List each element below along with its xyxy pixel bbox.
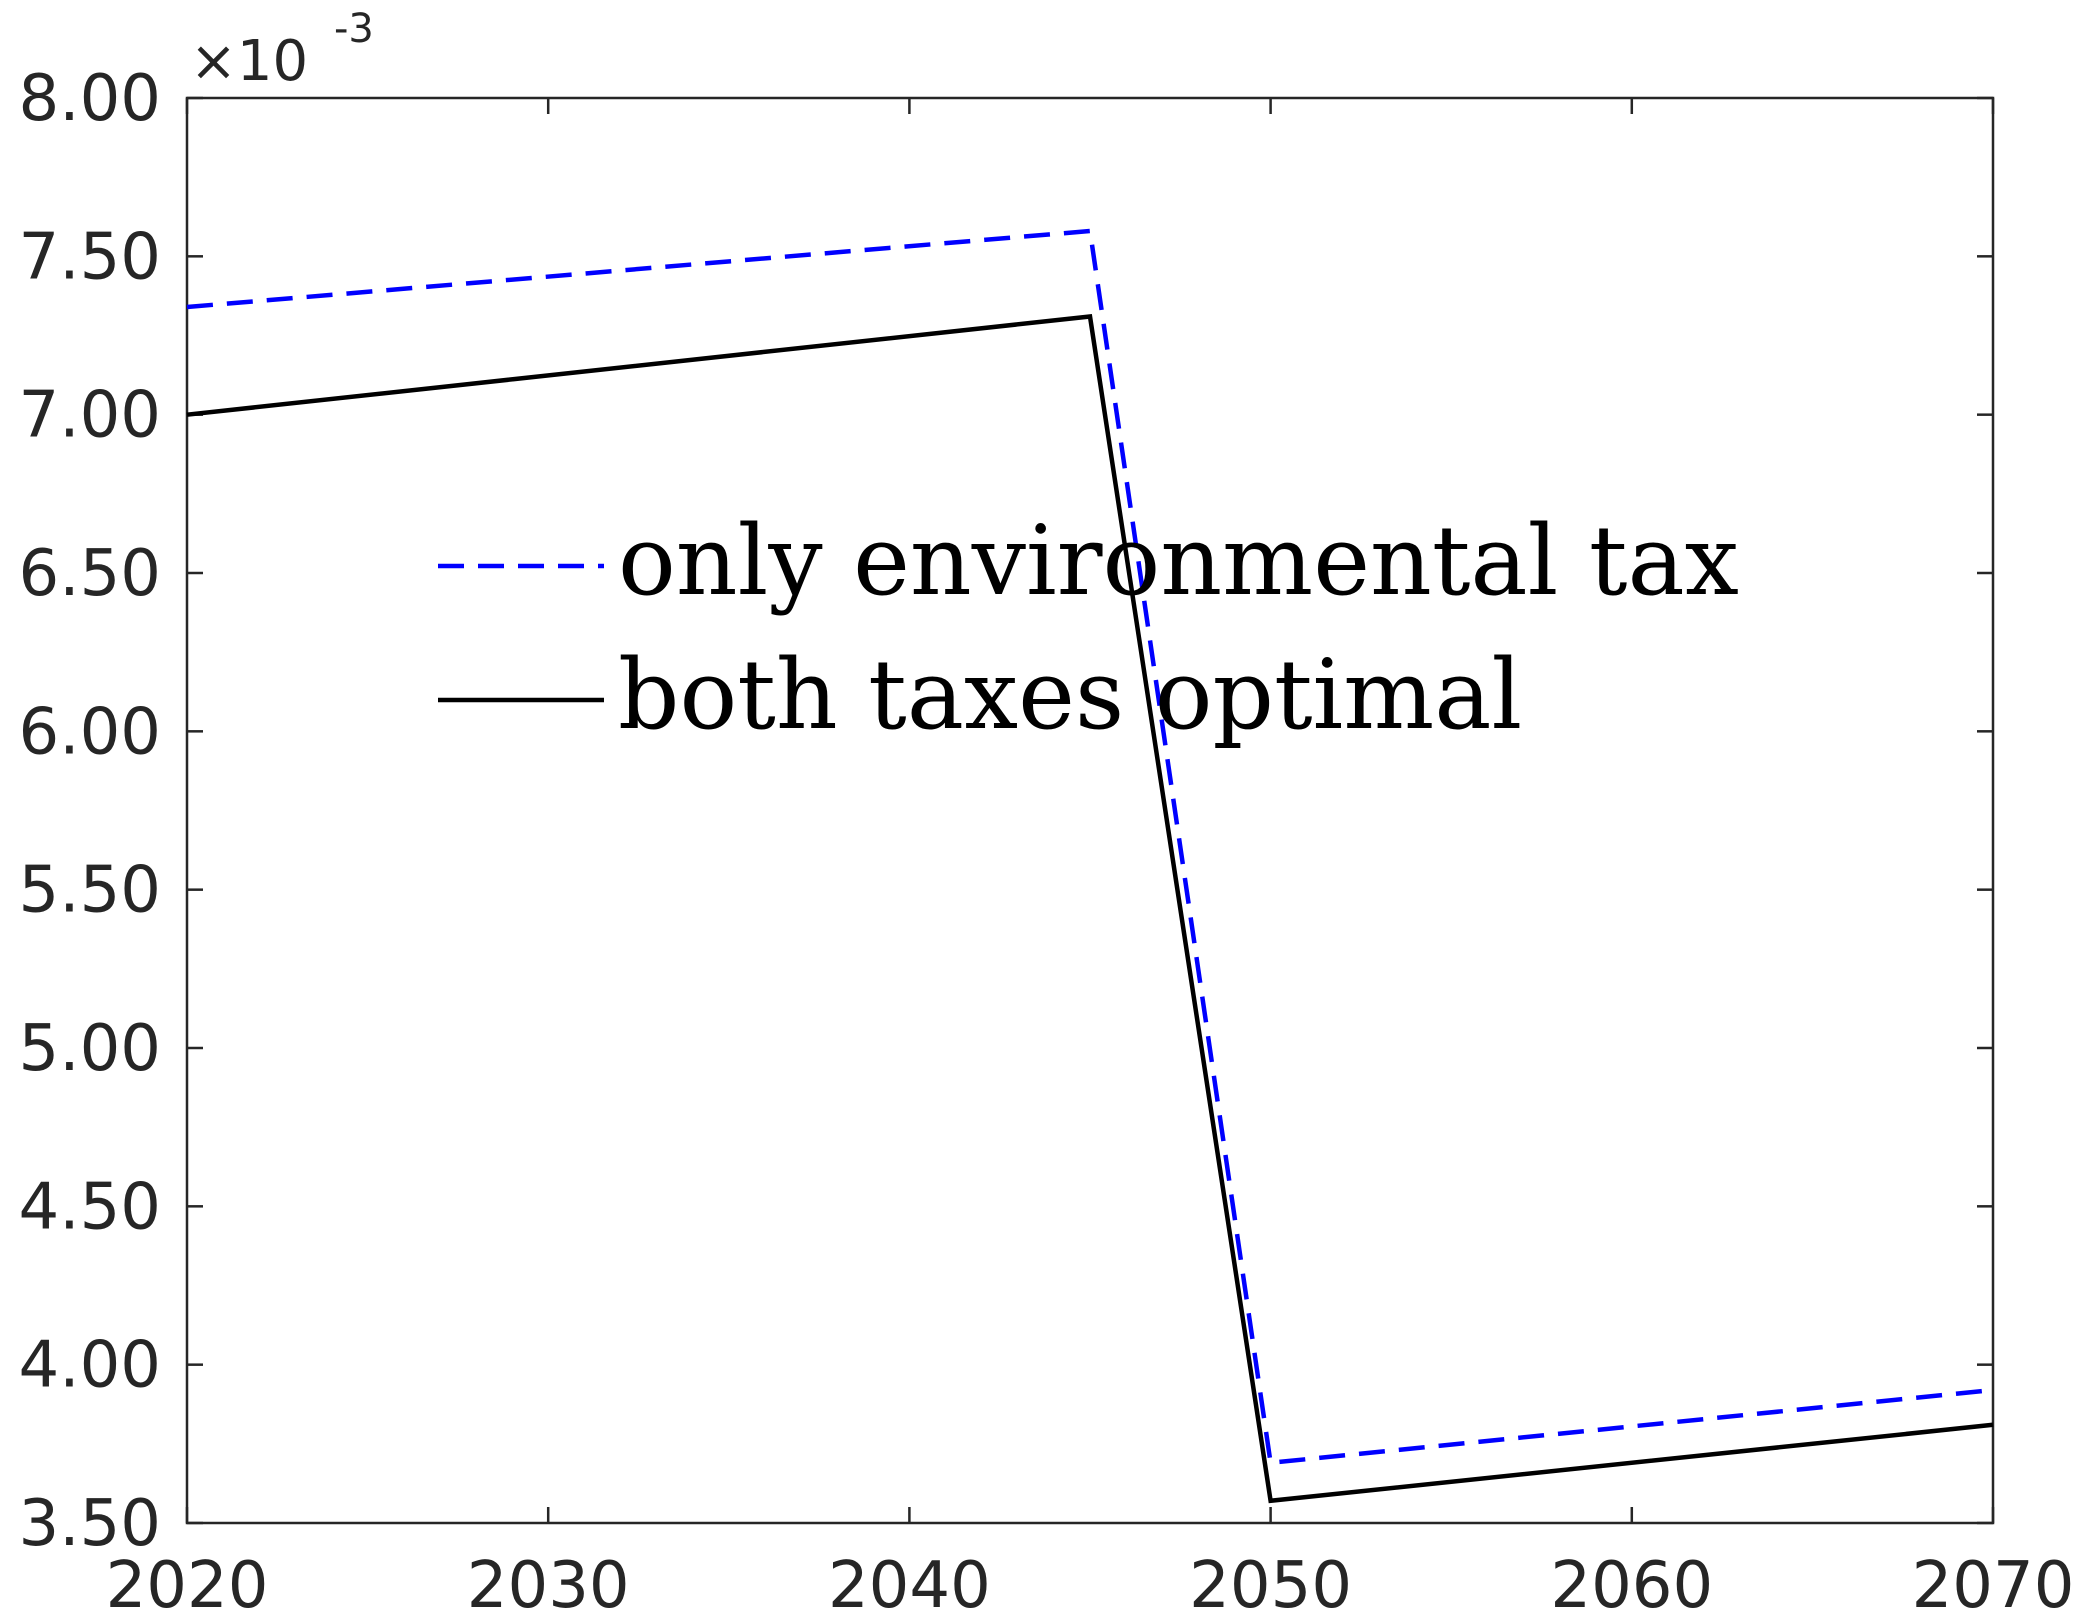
x-tick-label: 2050 <box>1189 1549 1352 1622</box>
series-line-both-taxes-optimal <box>186 314 1994 1504</box>
y-tick-label: 3.50 <box>19 1487 162 1561</box>
y-tick-label: 4.50 <box>19 1170 162 1244</box>
plot-area <box>186 228 1994 1504</box>
y-tick-label: 8.00 <box>19 62 162 136</box>
x-tick-label: 2030 <box>467 1549 630 1622</box>
axes-frame <box>185 96 1995 1525</box>
y-tick-label: 7.00 <box>19 379 162 453</box>
plot-frame <box>185 96 1995 1525</box>
y-tick-label: 5.00 <box>19 1012 162 1086</box>
x-axis: 2020 2030 2040 2050 2060 2070 <box>106 98 2075 1622</box>
x-tick-label: 2060 <box>1550 1549 1713 1622</box>
y-tick-label: 5.50 <box>19 854 162 928</box>
x-tick-label: 2020 <box>106 1549 269 1622</box>
legend: only environmental tax both taxes optimal <box>438 505 1739 751</box>
legend-label: only environmental tax <box>618 505 1739 617</box>
y-tick-label: 4.00 <box>19 1329 162 1403</box>
y-axis: 3.50 4.00 4.50 5.00 5.50 6.00 6.50 7.00 7.50 8.00 <box>19 62 1993 1561</box>
y-exponent-power: -3 <box>334 6 374 52</box>
y-tick-label: 7.50 <box>19 220 162 294</box>
y-exponent-base: ×10 <box>190 29 308 94</box>
x-tick-label: 2040 <box>828 1549 991 1622</box>
y-tick-label: 6.00 <box>19 695 162 769</box>
legend-label: both taxes optimal <box>618 639 1522 751</box>
series-line-only-environmental-tax <box>186 228 1994 1466</box>
y-axis-exponent: ×10 -3 <box>190 6 374 94</box>
y-tick-label: 6.50 <box>19 537 162 611</box>
x-tick-label: 2070 <box>1912 1549 2075 1622</box>
